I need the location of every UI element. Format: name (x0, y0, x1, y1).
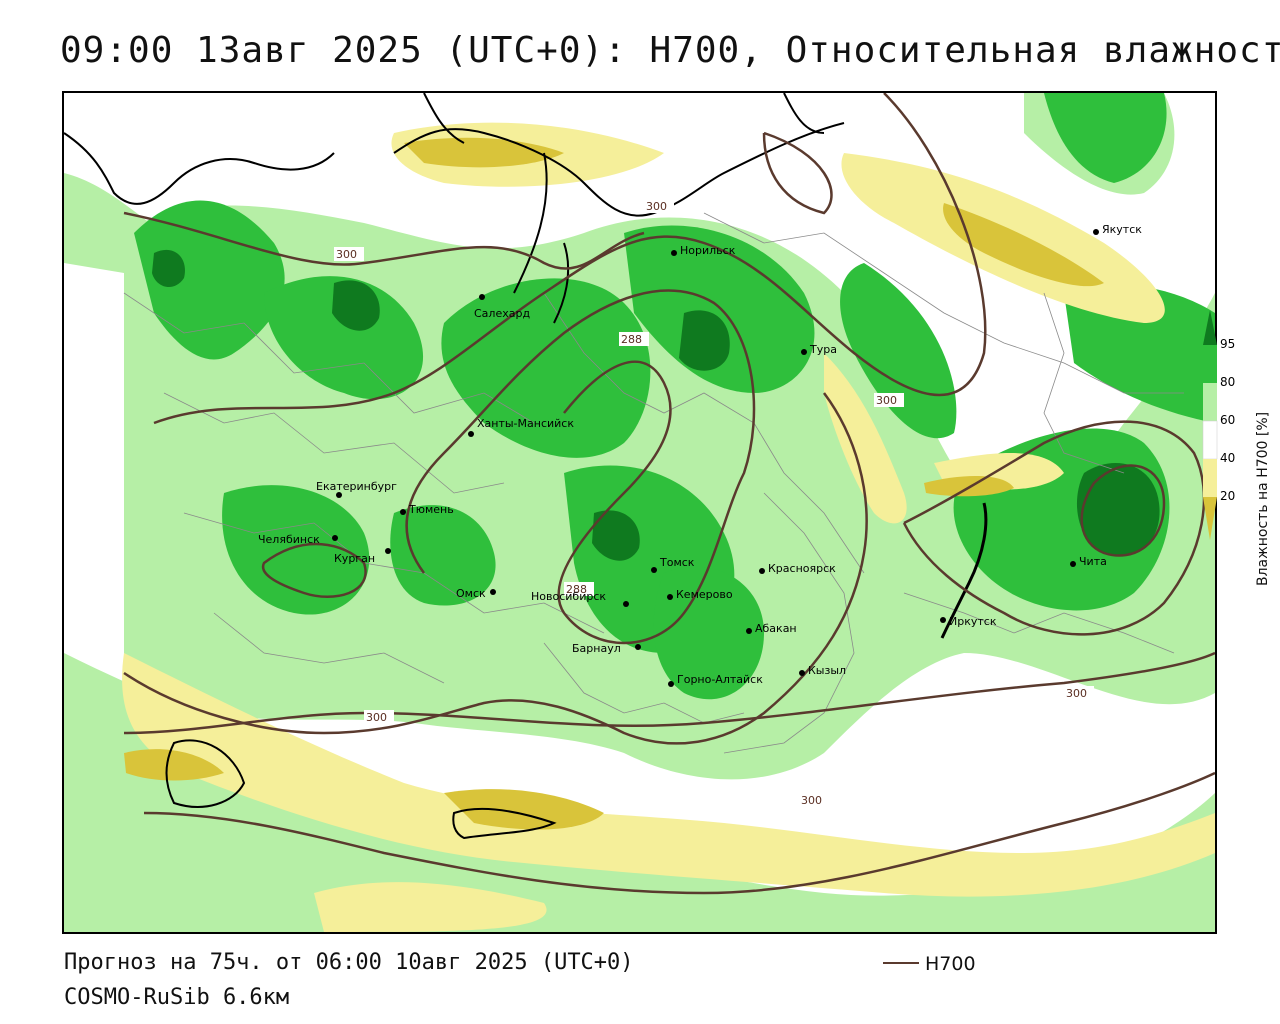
city-dot-chelyabinsk (332, 535, 338, 541)
city-dot-salekhard (479, 294, 485, 300)
colorbar-title-wrap: Влажность на H700 [%] (1255, 350, 1275, 590)
colorbar-band-20-40 (1203, 459, 1217, 497)
city-dot-ekb (336, 492, 342, 498)
city-label-yakutsk: Якутск (1102, 223, 1142, 236)
city-label-abakan: Абакан (755, 622, 797, 635)
city-label-norilsk: Норильск (680, 244, 736, 257)
admin-borders (123, 212, 1184, 754)
city-label-kurgan: Курган (334, 552, 375, 565)
city-dot-tura (801, 349, 807, 355)
humidity-colorbar: 95 80 60 40 20 (1202, 310, 1235, 540)
city-dot-gorno (668, 681, 674, 687)
city-dot-kyzyl (799, 670, 805, 676)
contour-label-2: 300 (646, 200, 667, 213)
contour-label-3: 288 (621, 333, 642, 346)
city-dot-krasnoyarsk (759, 568, 765, 574)
legend-label: H700 (925, 953, 976, 975)
balkhash-outline (452, 807, 557, 840)
colorbar-tick-40: 40 (1220, 451, 1235, 465)
city-label-chita: Чита (1079, 555, 1107, 568)
forecast-info: Прогноз на 75ч. от 06:00 10авг 2025 (UTC… (64, 950, 634, 975)
contour-label-4: 300 (876, 394, 897, 407)
city-label-tomsk: Томск (659, 556, 695, 569)
humidity-95-field (152, 249, 1160, 561)
city-label-barnaul: Барнаул (572, 642, 621, 655)
city-label-salekhard: Салехард (474, 307, 530, 320)
contour-label-6: 300 (1066, 687, 1087, 700)
colorbar-band-60-80 (1203, 383, 1217, 421)
city-dot-nsk (623, 601, 629, 607)
contour-label-1: 300 (336, 248, 357, 261)
contour-label-8: 288 (566, 583, 587, 596)
city-dot-kemerovo (667, 594, 673, 600)
map-title: 09:00 13авг 2025 (UTC+0): H700, Относите… (60, 30, 1280, 71)
city-label-chelyabinsk: Челябинск (258, 533, 320, 546)
city-dot-norilsk (671, 250, 677, 256)
colorbar-bottom-arrow (1203, 497, 1217, 540)
city-dot-khanty (468, 431, 474, 437)
baikal-outline (940, 502, 988, 639)
city-dot-chita (1070, 561, 1076, 567)
colorbar-tick-95: 95 (1220, 337, 1235, 351)
colorbar-tick-20: 20 (1220, 489, 1235, 503)
city-label-irkutsk: Иркутск (949, 615, 997, 628)
colorbar-top-arrow (1203, 310, 1217, 345)
city-dot-irkutsk (940, 617, 946, 623)
city-label-tura: Тура (809, 343, 837, 356)
city-label-gorno: Горно-Алтайск (677, 673, 763, 686)
colorbar-tick-80: 80 (1220, 375, 1235, 389)
colorbar-band-80-95 (1203, 345, 1217, 383)
city-dot-yakutsk (1093, 229, 1099, 235)
coastline (64, 93, 988, 840)
city-label-khanty: Ханты-Мансийск (477, 417, 574, 430)
city-dot-tomsk (651, 567, 657, 573)
city-dot-barnaul (635, 644, 641, 650)
colorbar-title: Влажность на H700 [%] (1255, 411, 1271, 586)
city-label-tyumen: Тюмень (408, 503, 454, 516)
city-label-kemerovo: Кемерово (676, 588, 733, 601)
city-dot-kurgan (385, 548, 391, 554)
city-dot-abakan (746, 628, 752, 634)
city-label-omsk: Омск (456, 587, 486, 600)
colorbar-tick-60: 60 (1220, 413, 1235, 427)
contour-label-7: 300 (801, 794, 822, 807)
city-markers: Якутск Норильск Салехард Тура Ханты-Манс… (258, 223, 1142, 687)
contour-labels: 300 300 288 300 300 300 300 288 (334, 199, 1094, 807)
city-label-kyzyl: Кызыл (808, 664, 846, 677)
legend-line-sample (883, 962, 919, 964)
city-dot-omsk (490, 589, 496, 595)
weather-map: 300 300 288 300 300 300 300 288 Якутск Н… (62, 91, 1217, 934)
model-name: COSMO-RuSib 6.6км (64, 985, 290, 1010)
aral-sea-outline (165, 739, 246, 808)
humidity-0-20-field (124, 137, 1104, 830)
city-dot-tyumen (400, 509, 406, 515)
city-label-krasnoyarsk: Красноярск (768, 562, 836, 575)
colorbar-band-40-60 (1202, 420, 1218, 460)
contour-label-5: 300 (366, 711, 387, 724)
city-label-ekb: Екатеринбург (316, 480, 397, 493)
h700-contours (123, 93, 1215, 895)
humidity-80-95-field (134, 93, 1215, 700)
city-label-nsk: Новосибирск (531, 590, 606, 603)
